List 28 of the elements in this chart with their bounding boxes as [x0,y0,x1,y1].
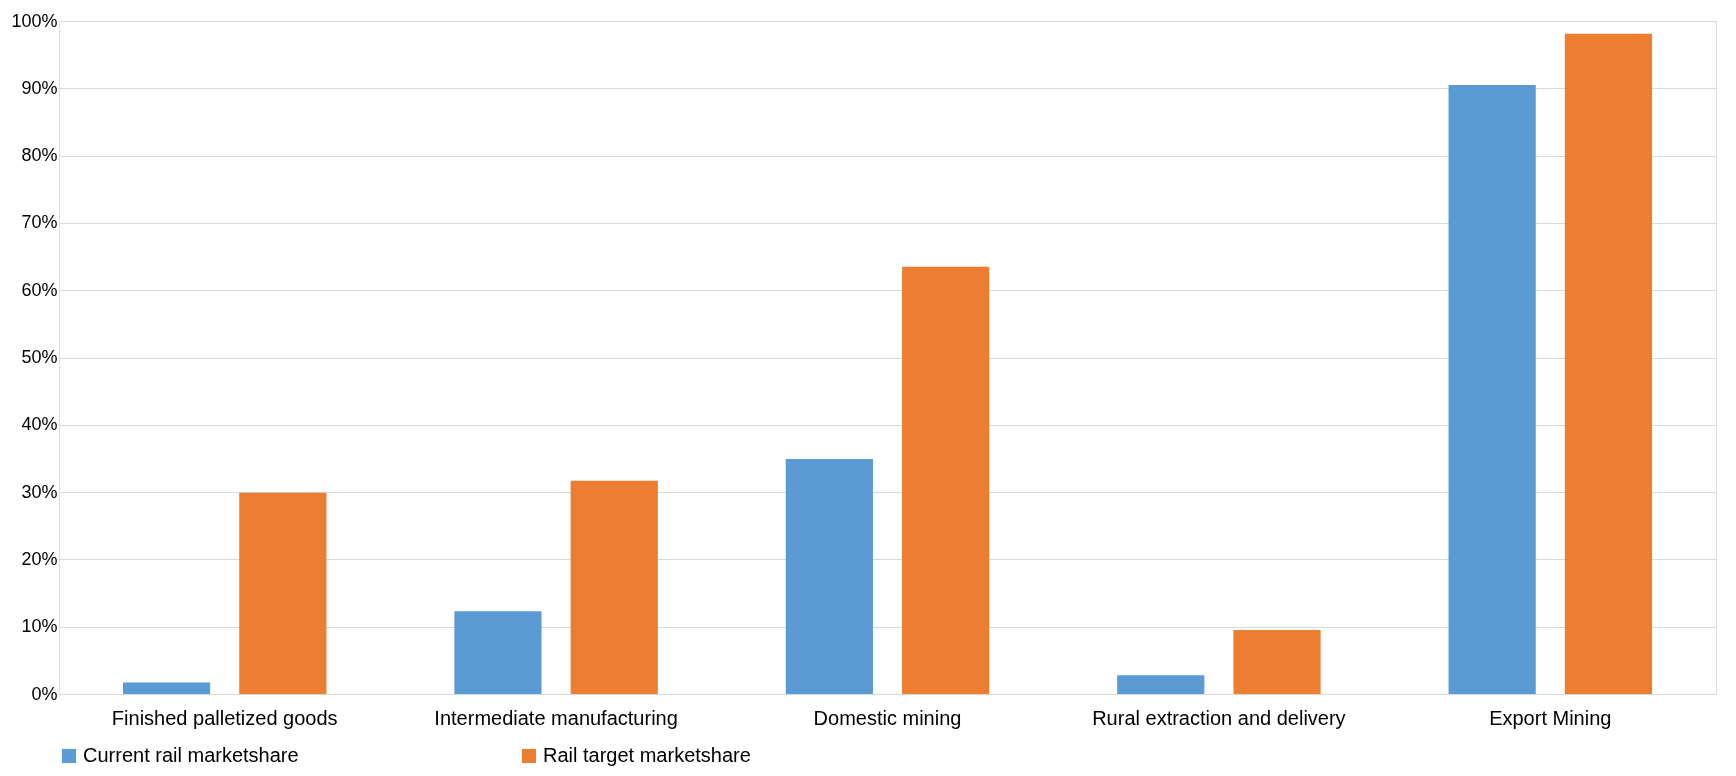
x-tick-label: Finished palletized goods [111,706,338,729]
y-tick-label: 0% [31,683,58,704]
legend-label: Current rail marketshare [83,744,299,766]
bar [1117,675,1205,694]
bar [570,480,658,694]
y-tick-label: 80% [21,145,58,166]
bar [1448,84,1536,694]
y-tick-label: 20% [21,548,58,569]
legend-label: Rail target marketshare [543,744,751,766]
bar [1564,33,1653,694]
bar [1233,630,1321,694]
y-tick-label: 100% [11,10,58,31]
bar [239,492,327,694]
bar [902,266,990,694]
y-tick-label: 90% [21,77,58,98]
bar [122,682,211,694]
y-tick-label: 10% [21,616,58,637]
bar [785,459,873,694]
x-tick-label: Rural extraction and delivery [1092,706,1346,729]
x-tick-label: Intermediate manufacturing [434,706,678,729]
y-tick-label: 70% [21,212,58,233]
x-tick-label: Domestic mining [813,706,962,729]
x-tick-label: Export Mining [1489,706,1612,729]
y-tick-label: 50% [21,347,58,367]
y-tick-label: 40% [21,414,58,435]
y-tick-label: 60% [21,279,58,300]
y-tick-label: 30% [21,481,58,502]
bar [454,611,542,694]
